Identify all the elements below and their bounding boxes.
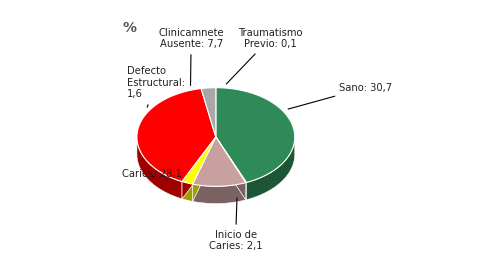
Text: Inicio de
Caries: 2,1: Inicio de Caries: 2,1 bbox=[208, 198, 262, 251]
Polygon shape bbox=[181, 137, 216, 199]
Text: %: % bbox=[122, 21, 136, 35]
Polygon shape bbox=[216, 137, 246, 200]
Polygon shape bbox=[216, 137, 245, 200]
Polygon shape bbox=[192, 183, 245, 204]
Polygon shape bbox=[216, 137, 245, 200]
Polygon shape bbox=[216, 88, 294, 182]
Polygon shape bbox=[181, 137, 216, 184]
Polygon shape bbox=[216, 137, 246, 183]
Polygon shape bbox=[192, 137, 216, 201]
Polygon shape bbox=[246, 137, 294, 200]
Polygon shape bbox=[216, 137, 246, 200]
Polygon shape bbox=[137, 89, 216, 182]
Polygon shape bbox=[201, 88, 216, 137]
Polygon shape bbox=[192, 137, 216, 201]
Polygon shape bbox=[192, 137, 245, 186]
Polygon shape bbox=[137, 137, 181, 199]
Polygon shape bbox=[181, 182, 192, 201]
Text: Sano: 30,7: Sano: 30,7 bbox=[288, 83, 392, 109]
Text: Caries: 28,1: Caries: 28,1 bbox=[122, 169, 181, 179]
Polygon shape bbox=[245, 182, 246, 200]
Text: Defecto
Estructural:
1,6: Defecto Estructural: 1,6 bbox=[127, 66, 185, 107]
Text: Traumatismo
Previo: 0,1: Traumatismo Previo: 0,1 bbox=[226, 28, 302, 84]
Polygon shape bbox=[181, 137, 216, 199]
Text: Clinicamnete
Ausente: 7,7: Clinicamnete Ausente: 7,7 bbox=[158, 28, 224, 85]
